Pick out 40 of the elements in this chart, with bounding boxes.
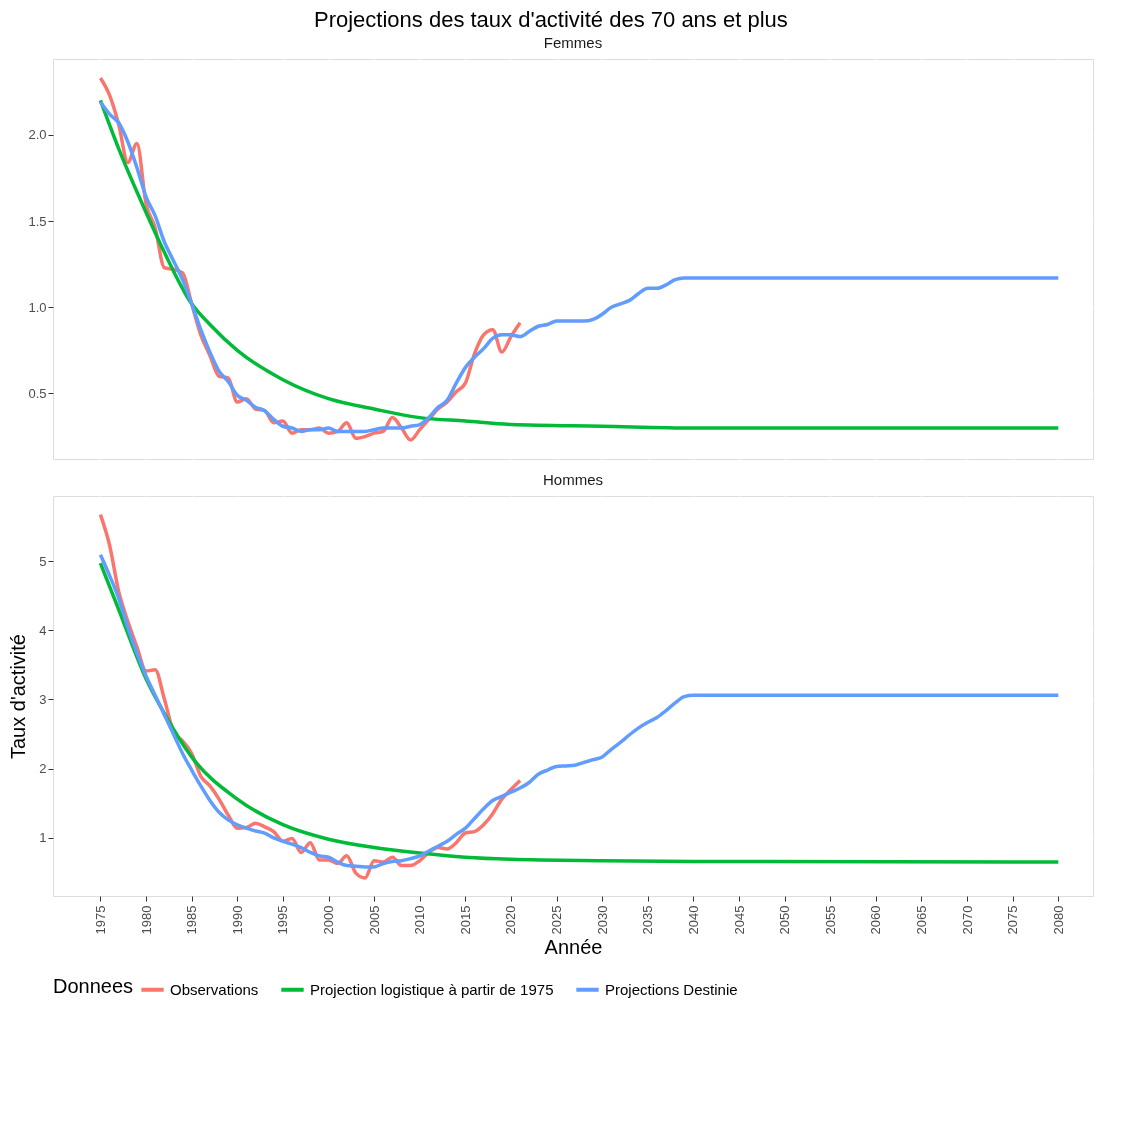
- x-tick-label: 2080: [1050, 905, 1066, 935]
- chart-title: Projections des taux d'activité des 70 ans et plus: [313, 6, 788, 32]
- x-axis-title: Année: [544, 936, 603, 959]
- y-tick-label: 1: [39, 830, 47, 846]
- x-tick-label: 2070: [959, 905, 975, 935]
- x-tick-label: 2060: [868, 905, 884, 935]
- legend-label: Projection logistique à partir de 1975: [310, 980, 554, 998]
- x-tick-label: 2045: [731, 905, 747, 935]
- legend-title: Donnees: [53, 975, 134, 997]
- legend-label: Observations: [170, 980, 259, 998]
- x-tick-label: 1980: [138, 905, 154, 935]
- x-tick-label: 2020: [503, 905, 519, 935]
- x-tick-label: 2025: [549, 905, 565, 935]
- x-tick-label: 1990: [229, 905, 245, 935]
- x-tick-label: 1995: [275, 905, 291, 935]
- y-tick-label: 2.0: [28, 127, 47, 143]
- x-tick-label: 2050: [777, 905, 793, 935]
- y-tick-label: 5: [39, 553, 47, 569]
- y-axis-title: Taux d'activité: [7, 634, 30, 759]
- y-tick-label: 1.0: [28, 299, 47, 315]
- x-tick-label: 2005: [366, 905, 382, 935]
- x-tick-label: 2065: [913, 905, 929, 935]
- x-tick-label: 2000: [321, 905, 337, 935]
- x-tick-label: 1975: [92, 905, 108, 935]
- y-tick-label: 1.5: [28, 213, 47, 229]
- x-tick-label: 2035: [640, 905, 656, 935]
- x-tick-label: 2015: [457, 905, 473, 935]
- y-tick-label: 2: [39, 761, 47, 777]
- legend-label: Projections Destinie: [605, 980, 738, 998]
- x-tick-label: 2010: [412, 905, 428, 935]
- y-tick-label: 3: [39, 691, 47, 707]
- x-tick-label: 2040: [685, 905, 701, 935]
- y-tick-label: 0.5: [28, 385, 47, 401]
- y-tick-label: 4: [39, 622, 47, 638]
- x-tick-label: 1985: [184, 905, 200, 935]
- chart-subtitle: Femmes: [543, 34, 603, 51]
- x-tick-label: 2075: [1005, 905, 1021, 935]
- x-tick-label: 2055: [822, 905, 838, 935]
- chart-subtitle: Hommes: [542, 471, 604, 488]
- x-tick-label: 2030: [594, 905, 610, 935]
